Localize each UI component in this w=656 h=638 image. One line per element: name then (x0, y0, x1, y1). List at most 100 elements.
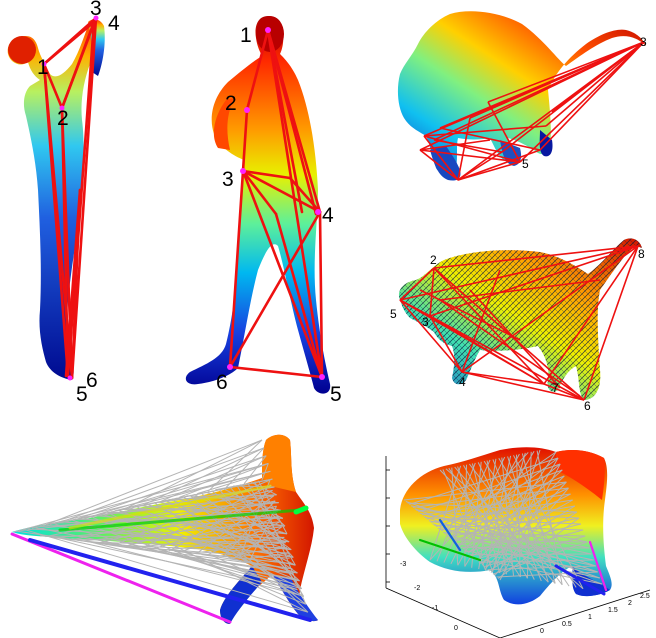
golfer-label-4: 4 (108, 12, 120, 35)
lioness-label-3: 3 (640, 35, 647, 49)
lioness-correspondence-edges (419, 41, 645, 181)
correspondence-line (168, 489, 273, 552)
correspondence-line (104, 542, 294, 575)
correspondence-line (457, 466, 494, 572)
correspondence-line (136, 531, 284, 548)
correspondence-line (432, 523, 603, 585)
correspondence-line (249, 505, 277, 561)
correspondence-line (464, 450, 535, 567)
correspondence-line (114, 470, 271, 512)
correspondence-line (185, 552, 298, 591)
x-tick-label-4: 1.5 (608, 607, 618, 614)
correspondence-line (247, 482, 296, 566)
correspondence-line (513, 455, 584, 589)
br-correspondence-lines (403, 449, 603, 590)
correspondence-line (463, 465, 528, 579)
golfer-label-5: 5 (76, 383, 88, 406)
correspondence-line (471, 499, 573, 557)
correspondence-line (485, 481, 567, 569)
correspondence-line (215, 478, 273, 491)
correspondence-line (409, 457, 559, 505)
correspondence-line (457, 517, 580, 545)
lioness-panel: 3 5 (397, 11, 647, 181)
axes-3d-z-tick-labels: -3 -2 -1 0 (400, 561, 458, 632)
correspondence-line (429, 452, 529, 561)
correspondence-line (403, 481, 567, 501)
correspondence-line (229, 486, 294, 558)
correspondence-line (88, 541, 299, 596)
x-tick-label-1: 0 (540, 628, 544, 635)
correspondence-line (443, 459, 491, 563)
standing-panel: 1 2 3 4 5 6 (185, 16, 342, 406)
golfer-skeleton-edges (42, 16, 98, 380)
x-tick-label-5: 2 (628, 600, 632, 607)
cat-correspondence-edges (399, 245, 639, 401)
correspondence-line (526, 451, 532, 579)
correspondence-line (507, 456, 549, 583)
bottom-right-panel: -3 -2 -1 0 0 0.5 1 1.5 2 2.5 (385, 447, 651, 638)
x-tick-label-6: 2.5 (640, 593, 650, 600)
bl-mesh-shape (12, 434, 318, 624)
correspondence-line (93, 541, 288, 549)
x-tick-label-2: 0.5 (562, 621, 572, 628)
correspondence-line (60, 447, 265, 523)
bottom-left-panel (10, 434, 318, 624)
cat-label-6: 6 (584, 399, 591, 413)
correspondence-line (261, 463, 269, 481)
correspondence-line (439, 469, 549, 583)
correspondence-line (31, 470, 271, 529)
standing-nodes (227, 27, 325, 380)
correspondence-line (207, 439, 263, 492)
golfer-label-6: 6 (86, 369, 98, 392)
cat-panel: 2 3 4 5 6 7 8 (390, 238, 645, 413)
correspondence-line (238, 479, 271, 559)
cat-label-8: 8 (638, 247, 645, 261)
correspondence-line (476, 475, 565, 562)
correspondence-line (195, 495, 275, 555)
correspondence-line (481, 451, 557, 566)
standing-label-3: 3 (222, 168, 234, 191)
correspondence-line (478, 458, 497, 570)
correspondence-line (125, 439, 263, 510)
bl-colored-pairs (10, 484, 312, 624)
golfer-nodes (41, 15, 99, 381)
correspondence-line (521, 453, 556, 584)
correspondence-line (225, 447, 265, 488)
golfer-node-labels: 1 2 3 4 5 6 (37, 0, 120, 406)
correspondence-line (206, 521, 281, 556)
correspondence-line (244, 552, 289, 560)
standing-label-2: 2 (225, 92, 237, 115)
golfer-label-1: 1 (37, 56, 49, 79)
golfer-panel: 1 2 3 4 5 6 (7, 0, 120, 406)
correspondence-line (448, 467, 521, 578)
correspondence-line (222, 500, 276, 558)
cat-label-4: 4 (459, 375, 466, 389)
golfer-label-3: 3 (90, 0, 102, 20)
bl-correspondence-lines (13, 439, 309, 613)
cat-node-labels: 2 3 4 5 6 7 8 (390, 247, 645, 413)
correspondence-line (471, 461, 482, 568)
correspondence-line (497, 517, 580, 579)
br-colored-pairs (418, 518, 608, 596)
correspondence-line (498, 457, 577, 588)
standing-label-6: 6 (216, 371, 228, 394)
correspondence-line (152, 510, 278, 550)
correspondence-line (228, 557, 294, 575)
correspondence-line (190, 542, 286, 554)
axes-3d (385, 456, 651, 638)
correspondence-line (466, 523, 582, 553)
cat-body-mesh (398, 238, 642, 400)
correspondence-line (179, 516, 280, 553)
lioness-node-labels: 3 5 (522, 35, 647, 171)
correspondence-line (163, 536, 285, 551)
standing-label-1: 1 (240, 24, 252, 47)
cat-label-2: 2 (430, 253, 437, 267)
x-tick-label-3: 1 (588, 614, 592, 621)
correspondence-line (217, 547, 288, 557)
axes-3d-x-tick-labels: 0 0.5 1 1.5 2 2.5 (540, 593, 650, 635)
standing-label-4: 4 (322, 204, 334, 227)
golfer-label-2: 2 (57, 107, 69, 130)
correspondence-line (480, 505, 576, 565)
correspondence-line (131, 546, 295, 580)
z-tick-label-1: -3 (400, 561, 406, 568)
